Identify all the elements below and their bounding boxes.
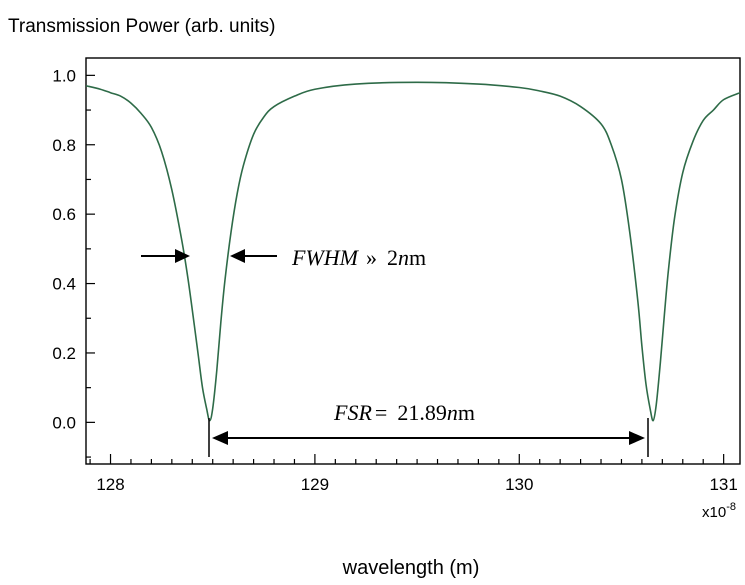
fsr-right-arrowhead [629, 431, 645, 445]
fwhm-unit-m: m [409, 245, 426, 270]
fsr-value: 21.89 [397, 400, 447, 425]
x-tick-label: 130 [505, 475, 533, 494]
y-axis: 1.0 0.8 0.6 0.4 0.2 0.0 [52, 66, 95, 458]
fsr-unit-n: n [447, 400, 458, 425]
fwhm-annotation: FWHM» 2nm [291, 245, 426, 270]
fwhm-symbol: » [366, 245, 377, 270]
y-tick-label: 0.6 [52, 205, 76, 224]
fwhm-label: FWHM [291, 245, 360, 270]
fwhm-right-arrowhead [230, 249, 245, 263]
y-tick-label: 0.4 [52, 275, 76, 294]
fsr-symbol: = [375, 400, 387, 425]
x-multiplier-exponent: -8 [726, 501, 736, 513]
fwhm-left-arrowhead [175, 249, 190, 263]
y-tick-label: 0.2 [52, 344, 76, 363]
fwhm-value: 2 [387, 245, 398, 270]
fsr-label: FSR [333, 400, 372, 425]
x-multiplier-base: x10 [702, 504, 726, 521]
plot-frame [85, 57, 741, 465]
x-axis: 128 129 130 131 [89, 454, 738, 494]
transmission-line [85, 81, 741, 422]
fsr-arrow [208, 418, 649, 457]
fwhm-arrows [141, 249, 277, 263]
x-tick-label: 131 [709, 475, 737, 494]
fsr-left-arrowhead [212, 431, 228, 445]
y-tick-label: 0.0 [52, 413, 76, 432]
x-tick-label: 129 [301, 475, 329, 494]
x-tick-label: 128 [96, 475, 124, 494]
fwhm-unit-n: n [398, 245, 409, 270]
x-axis-label: wavelength (m) [342, 557, 480, 579]
x-multiplier: x10-8 [702, 501, 736, 521]
y-tick-label: 1.0 [52, 66, 76, 85]
chart-title: Transmission Power (arb. units) [8, 16, 275, 37]
fsr-annotation: FSR = 21.89nm [333, 400, 475, 425]
fsr-unit-m: m [458, 400, 475, 425]
y-tick-label: 0.8 [52, 136, 76, 155]
